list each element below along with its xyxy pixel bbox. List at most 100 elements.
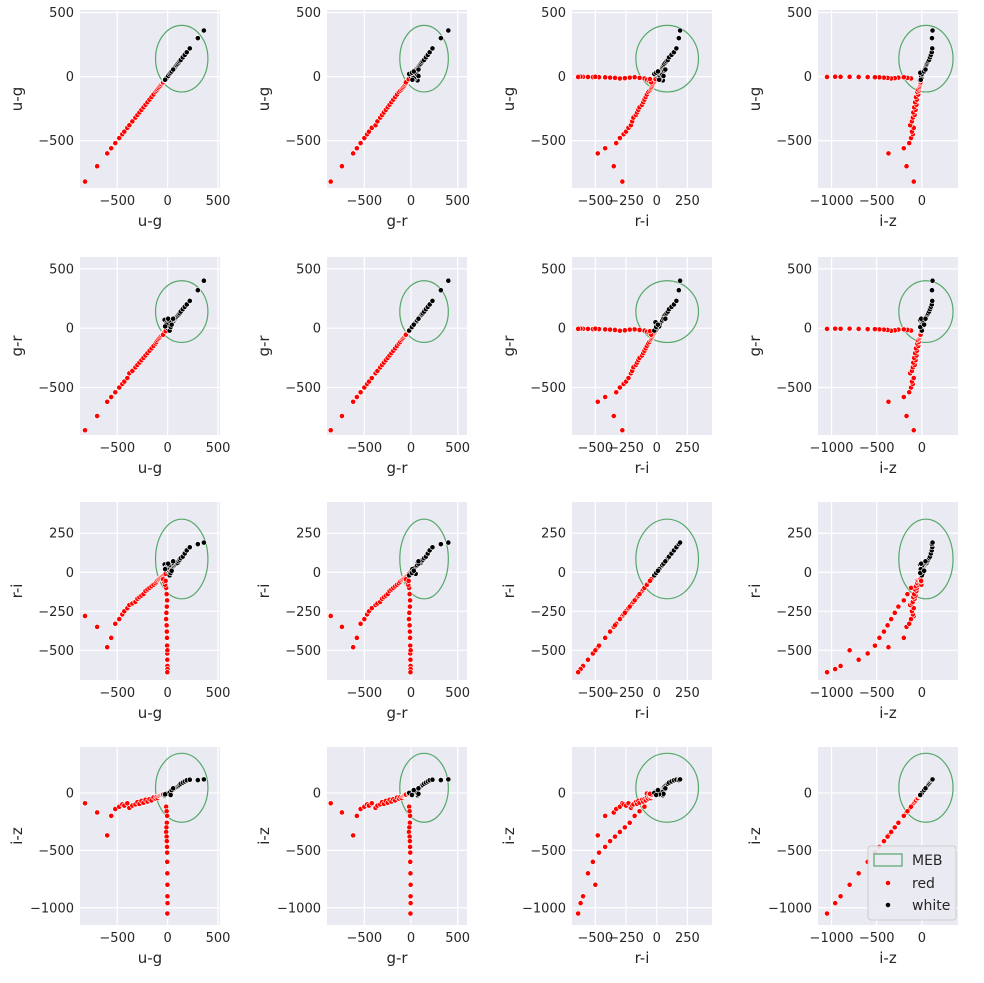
point-white	[921, 321, 928, 328]
point-white	[170, 66, 177, 73]
x-axis-label: r-i	[635, 212, 650, 230]
point-red	[164, 881, 171, 888]
point-red	[592, 647, 599, 654]
point-white	[186, 298, 193, 304]
meb-ellipse	[154, 518, 209, 600]
point-red	[884, 622, 891, 629]
point-red	[900, 326, 907, 333]
point-red	[908, 584, 914, 591]
x-axis-label: u-g	[138, 459, 162, 477]
y-tick-label: 0	[558, 322, 566, 337]
point-white	[673, 298, 680, 304]
point-red	[824, 74, 830, 80]
point-white	[429, 544, 436, 551]
y-tick-label: 0	[804, 566, 812, 581]
point-red	[846, 881, 853, 888]
legend-label: red	[912, 876, 935, 892]
x-tick-label: 0	[653, 441, 661, 456]
point-red	[631, 326, 638, 333]
y-tick-label: 500	[296, 262, 321, 277]
meb-ellipse	[898, 752, 954, 823]
point-red	[621, 609, 628, 616]
point-red	[607, 838, 613, 845]
point-white	[429, 45, 436, 52]
y-axis-label: u-g	[500, 87, 518, 111]
point-red	[891, 824, 898, 831]
y-tick-label: 500	[541, 6, 566, 21]
point-red	[594, 150, 601, 157]
x-tick-label: −250	[608, 441, 644, 456]
subplot-r-i-vs-i-z: −1000 −500 0 −500 −250 0 250 i-z r-i	[746, 502, 958, 722]
point-red	[112, 620, 119, 627]
x-tick-label: 500	[206, 686, 231, 701]
point-red	[108, 145, 115, 152]
point-white	[409, 76, 416, 83]
point-red	[610, 163, 617, 170]
x-tick-label: −250	[608, 194, 644, 209]
point-red	[885, 644, 892, 651]
y-axis-label: i-z	[255, 827, 273, 845]
point-red	[164, 647, 171, 654]
point-red	[855, 74, 862, 80]
point-red	[832, 900, 839, 907]
point-red	[872, 326, 878, 333]
point-red	[327, 427, 334, 434]
y-tick-label: −500	[776, 134, 812, 149]
point-red	[616, 384, 623, 391]
point-red	[903, 413, 910, 419]
x-tick-label: 0	[653, 686, 661, 701]
point-red	[407, 813, 413, 819]
subplot-u-g-vs-i-z: −1000 −500 0 −500 0 500 i-z u-g	[746, 6, 958, 230]
point-white	[429, 298, 436, 304]
y-axis-label: r-i	[746, 584, 764, 599]
y-tick-label: 0	[804, 322, 812, 337]
point-white	[168, 567, 175, 574]
point-red	[361, 135, 368, 141]
x-axis-label: i-z	[879, 704, 897, 722]
meb-ellipse	[154, 752, 209, 823]
meb-ellipse	[635, 24, 700, 93]
point-red	[589, 858, 596, 865]
point-red	[104, 150, 111, 157]
y-axis-label: r-i	[500, 584, 518, 599]
point-white	[437, 777, 444, 783]
point-red	[116, 135, 123, 141]
point-white	[929, 45, 936, 52]
x-axis-label: u-g	[138, 704, 162, 722]
point-white	[415, 315, 422, 322]
plot-content	[327, 277, 452, 434]
legend-label: MEB	[912, 853, 943, 869]
x-tick-label: −500	[577, 441, 613, 456]
legend-label: white	[912, 898, 950, 914]
point-white	[445, 277, 452, 284]
point-red	[612, 74, 618, 81]
point-white	[410, 321, 417, 328]
plot-content	[824, 518, 954, 676]
y-tick-label: −1000	[768, 901, 812, 916]
point-red	[900, 74, 907, 81]
x-tick-label: 0	[163, 441, 171, 456]
point-red	[163, 591, 170, 598]
point-red	[607, 74, 613, 81]
point-red	[621, 75, 628, 82]
point-red	[918, 577, 925, 584]
y-tick-label: −500	[285, 381, 321, 396]
y-tick-label: 0	[558, 786, 566, 801]
subplot-r-i-vs-g-r: −500 0 500 −500 −250 0 250 g-r r-i	[255, 502, 470, 722]
point-red	[636, 591, 643, 598]
point-red	[846, 647, 853, 654]
point-red	[407, 647, 414, 654]
point-white	[437, 287, 444, 294]
point-white	[194, 35, 201, 42]
point-white	[445, 539, 452, 546]
x-tick-label: −1000	[810, 441, 854, 456]
point-white	[677, 776, 683, 783]
point-red	[626, 603, 633, 610]
point-red	[602, 844, 609, 850]
x-tick-label: 0	[407, 441, 415, 456]
point-red	[407, 870, 414, 877]
point-white	[662, 66, 669, 73]
y-tick-label: −500	[530, 381, 566, 396]
point-red	[327, 613, 334, 619]
point-red	[612, 622, 618, 629]
